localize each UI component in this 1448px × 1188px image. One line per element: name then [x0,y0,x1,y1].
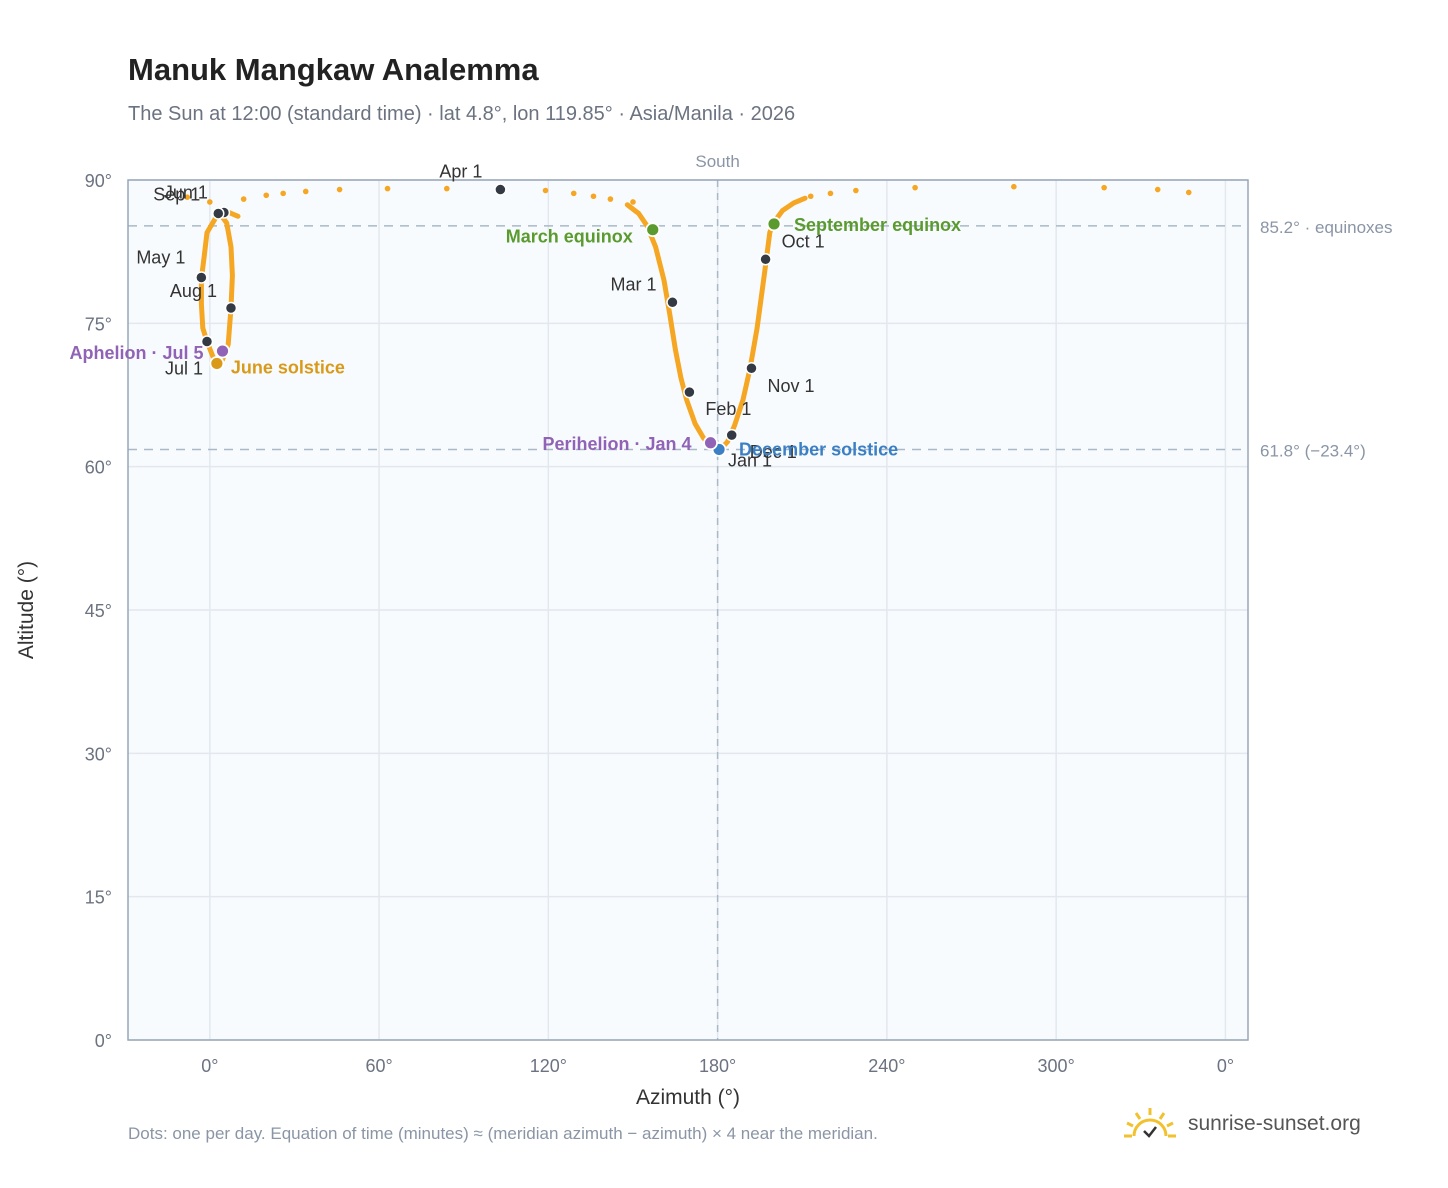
daily-dot [240,196,247,202]
daily-dot [827,190,834,197]
daily-dot [807,193,814,200]
y-axis-ticks: 0° 15° 30° 45° 60° 75° 90° [85,171,112,1051]
x-tick-label: 60° [365,1056,392,1076]
month-label: Dec 1 [750,442,797,462]
daily-dot [912,184,918,191]
month-label: Apr 1 [439,162,482,182]
event-marker [766,216,782,232]
month-marker [683,385,696,399]
analemma-path [198,209,241,366]
daily-dot [590,193,597,200]
daily-dot [384,185,391,192]
meridian-label: South [695,152,739,171]
event-label: December solstice [739,439,898,459]
x-tick-label: 240° [868,1056,905,1076]
event-label: Aphelion · Jul 5 [69,343,203,363]
month-label: Sep 1 [153,184,200,204]
month-marker [725,428,738,442]
event-label: Perihelion · Jan 4 [543,434,692,454]
y-axis-title: Altitude (°) [15,561,38,659]
y-tick-label: 60° [85,458,112,478]
x-tick-label: 180° [699,1056,736,1076]
chart-title: Manuk Mangkaw Analemma [128,52,539,87]
month-label: Jun 1 [164,182,208,202]
month-label: Jan 1 [728,451,772,471]
y-tick-label: 75° [85,314,112,334]
month-marker [195,271,208,284]
reference-lines: South 85.2° · equinoxes 61.8° (−23.4°) [128,152,1393,1040]
daily-dot [853,187,859,194]
daily-dot [280,190,286,197]
month-marker [666,296,679,309]
event-marker [215,343,230,359]
daily-dot [207,199,213,205]
daily-dot [302,188,309,195]
month-marker [745,361,758,375]
daily-dot [1154,186,1161,193]
month-marker [494,183,507,196]
month-label: Aug 1 [170,281,217,301]
daily-dot [263,192,270,199]
plot-frame [127,179,1249,1041]
brand-name: sunrise-sunset.org [1188,1112,1361,1135]
event-label: March equinox [506,227,633,247]
daily-dot [443,185,450,192]
x-tick-label: 0° [1217,1056,1234,1076]
month-marker [212,207,225,220]
daily-dot [1185,189,1192,196]
daily-dot [336,186,343,193]
month-markers: Jan 1 Feb 1 Mar 1 Apr 1 May 1 Jun 1 Jul 1 Aug 1… [136,162,824,471]
x-tick-label: 300° [1038,1056,1075,1076]
reference-line-label: 61.8° (−23.4°) [1260,441,1366,460]
daily-dot [1011,183,1017,190]
daily-dot [1101,184,1107,191]
x-axis-ticks: 0° 60° 120° 180° 240° 300° 0° [201,1056,1234,1076]
month-label: Jul 1 [165,358,203,378]
month-marker [759,253,772,266]
event-marker [645,222,661,238]
daily-dot [570,190,577,197]
event-marker [703,435,718,451]
reference-line-label: 85.2° · equinoxes [1260,218,1393,237]
daily-dots [184,183,1192,205]
month-label: Feb 1 [705,399,751,419]
event-label: June solstice [231,357,345,377]
y-tick-label: 0° [95,1031,112,1051]
chart-subtitle: The Sun at 12:00 (standard time) · lat 4… [128,103,796,125]
x-tick-label: 120° [530,1056,567,1076]
month-marker [200,335,214,348]
x-axis-title: Azimuth (°) [636,1086,740,1109]
month-label: Oct 1 [782,231,825,251]
y-tick-label: 45° [85,601,112,621]
daily-dot [607,196,614,202]
daily-dot [184,194,191,200]
month-label: Mar 1 [610,274,656,294]
y-tick-label: 30° [85,744,112,764]
month-label: May 1 [136,247,185,267]
month-marker [224,301,238,315]
y-tick-label: 90° [85,171,112,191]
x-tick-label: 0° [201,1056,218,1076]
month-label: Nov 1 [767,376,814,396]
brand-logo[interactable]: sunrise-sunset.org [1122,1104,1361,1144]
daily-dot [542,187,549,194]
daily-dot [630,199,636,205]
sun-icon [1124,1108,1176,1138]
event-label: September equinox [794,215,961,235]
footnote: Dots: one per day. Equation of time (min… [128,1124,878,1143]
event-marker [209,356,225,371]
y-tick-label: 15° [85,888,112,908]
event-markers: March equinox September equinox June solst… [69,215,961,460]
